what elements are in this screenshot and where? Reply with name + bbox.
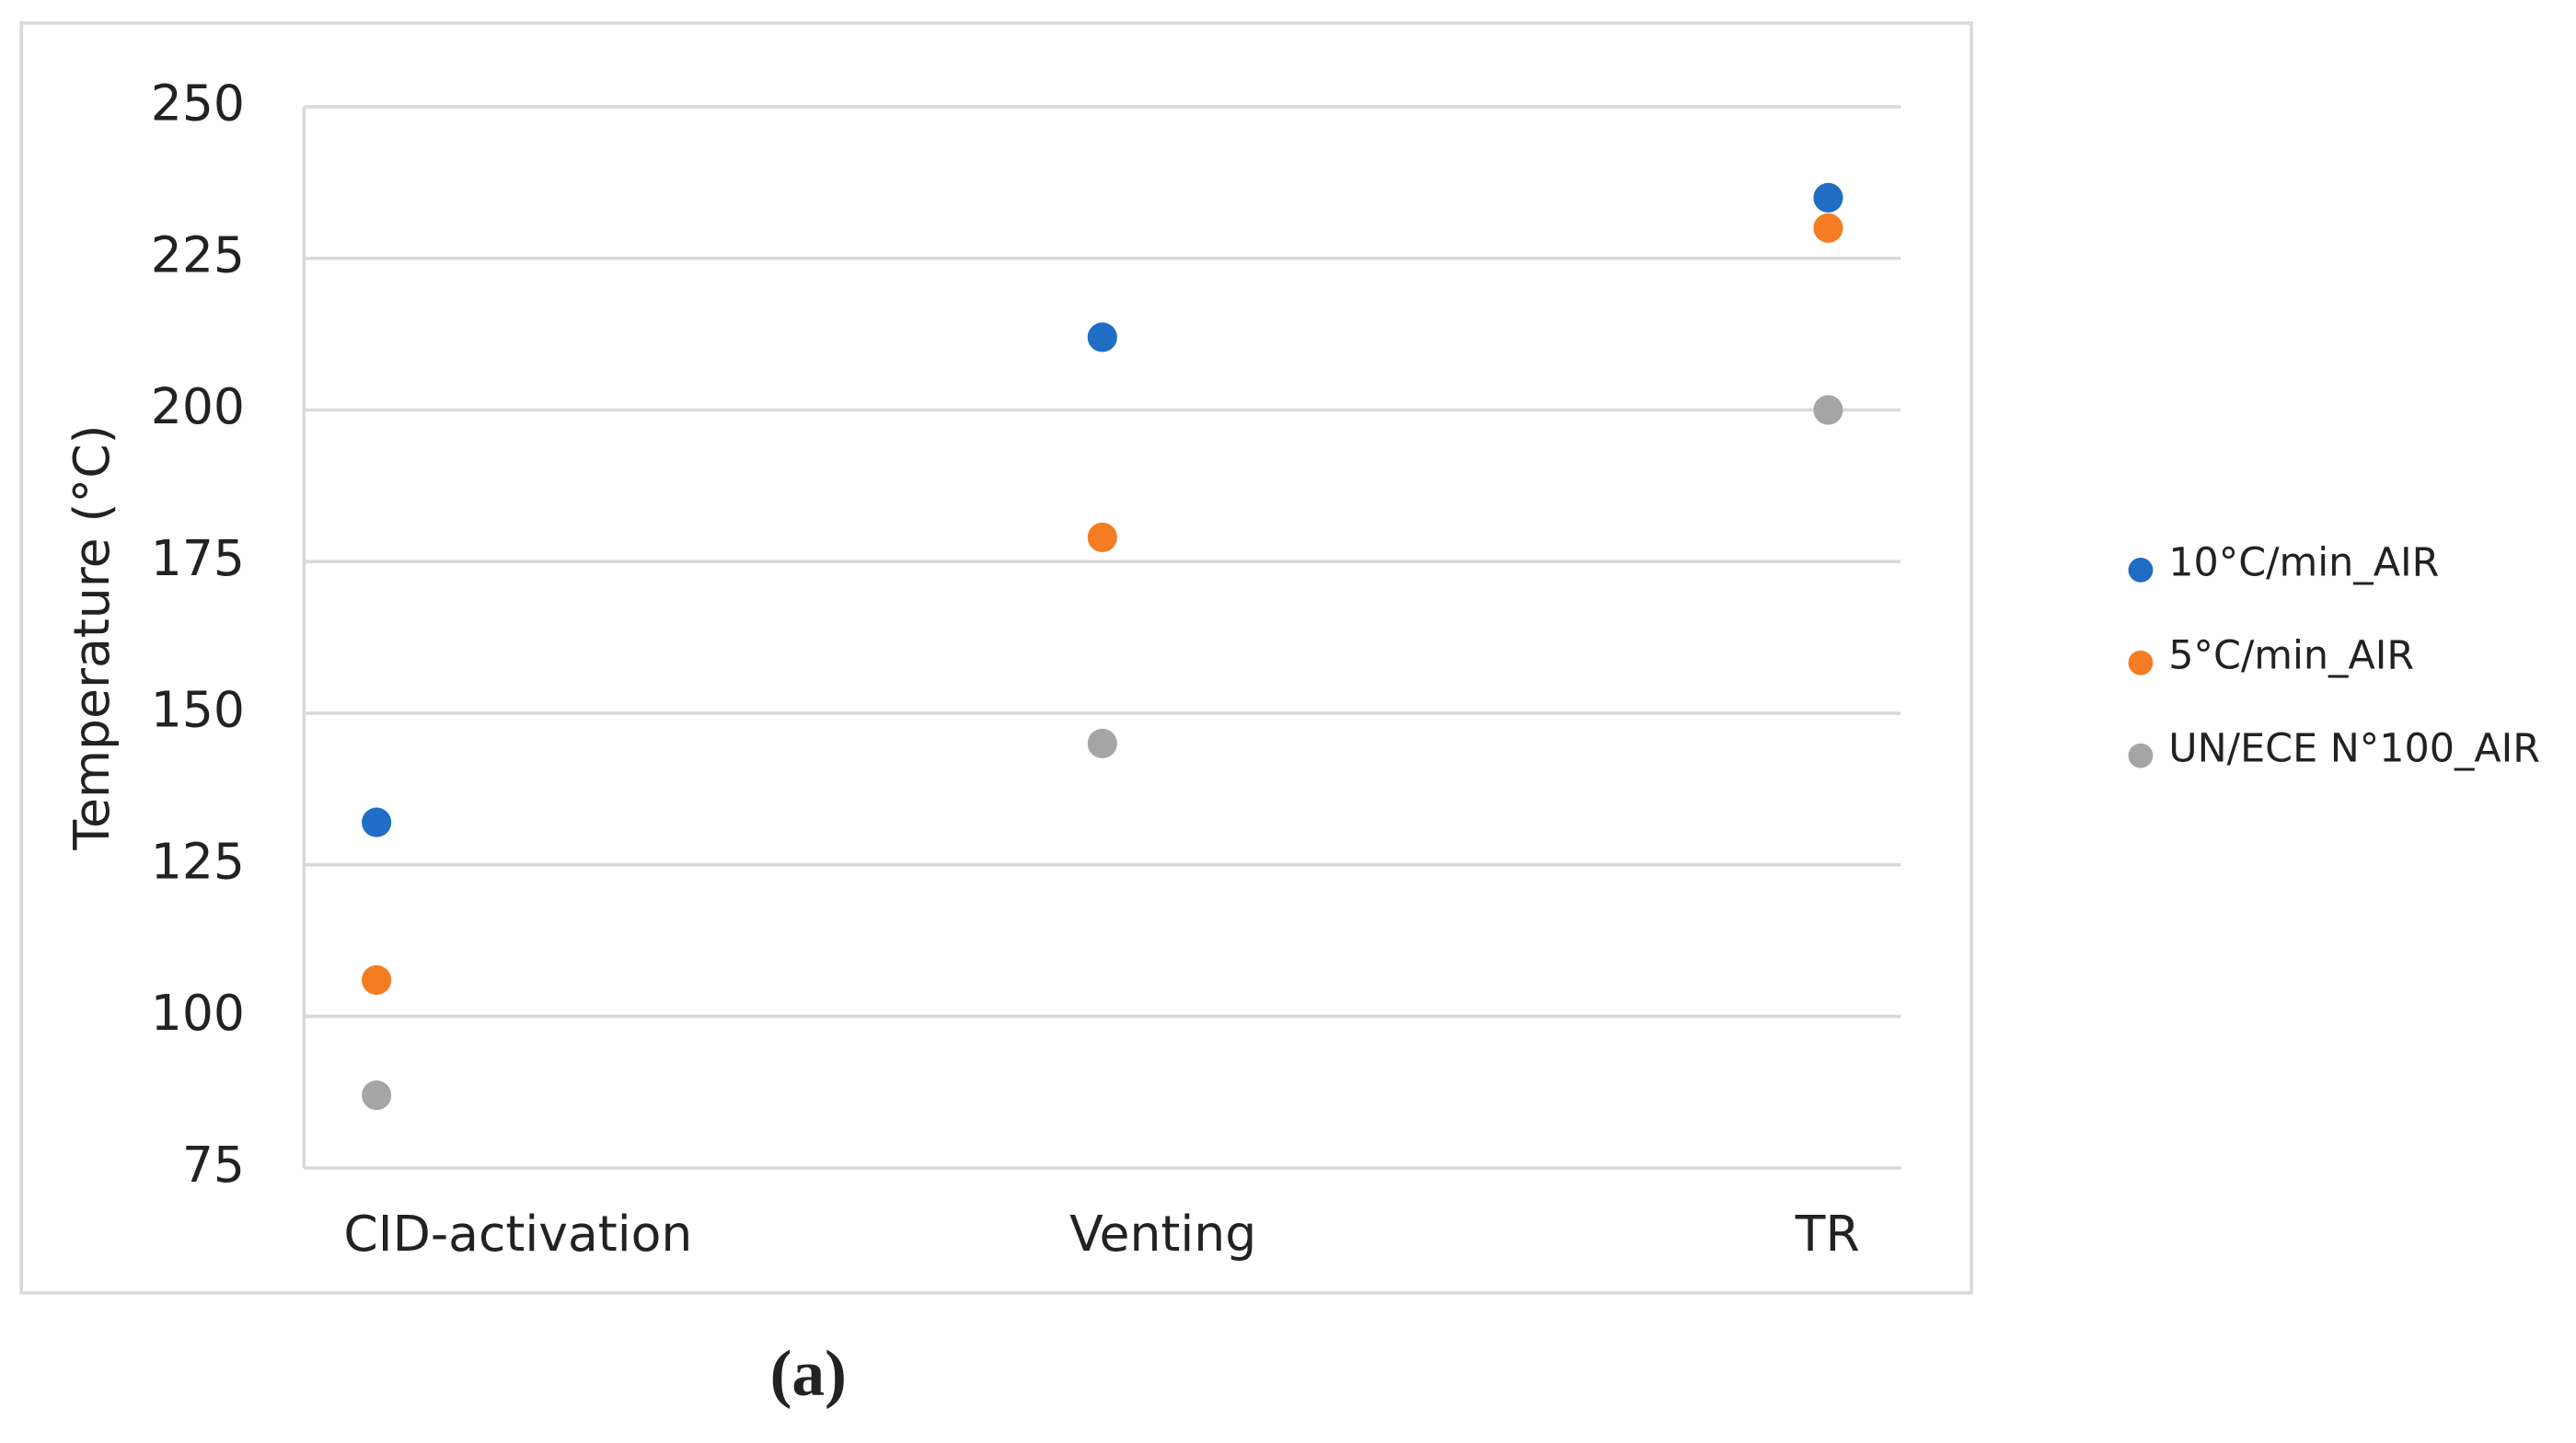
legend-marker xyxy=(2128,558,2154,583)
y-tick-label: 250 xyxy=(151,75,245,133)
caption: (a) xyxy=(770,1337,847,1410)
x-tick-label: Venting xyxy=(1069,1205,1256,1263)
data-point xyxy=(362,1080,392,1111)
legend-label: 5°C/min_AIR xyxy=(2168,632,2414,678)
data-point xyxy=(362,964,392,995)
y-tick-label: 100 xyxy=(151,984,245,1042)
data-point xyxy=(1087,728,1117,758)
y-tick-label: 150 xyxy=(151,681,245,739)
legend-marker xyxy=(2128,743,2154,768)
y-tick-label: 75 xyxy=(182,1136,245,1194)
data-point xyxy=(1087,322,1117,352)
data-point xyxy=(1813,213,1843,243)
y-tick-label: 125 xyxy=(151,832,245,890)
chart-frame xyxy=(19,21,1973,1295)
y-axis-title: Temperature (°C) xyxy=(63,425,121,851)
data-point xyxy=(362,807,392,837)
legend-marker xyxy=(2128,650,2154,675)
legend-label: UN/ECE N°100_AIR xyxy=(2168,725,2540,771)
data-point xyxy=(1813,395,1843,425)
y-tick-label: 225 xyxy=(151,225,245,283)
legend-label: 10°C/min_AIR xyxy=(2168,540,2439,586)
x-tick-label: TR xyxy=(1795,1205,1860,1263)
x-tick-label: CID-activation xyxy=(343,1205,692,1263)
y-tick-label: 175 xyxy=(151,529,245,587)
y-tick-label: 200 xyxy=(151,377,245,435)
data-point xyxy=(1087,522,1117,552)
data-point xyxy=(1813,182,1843,213)
